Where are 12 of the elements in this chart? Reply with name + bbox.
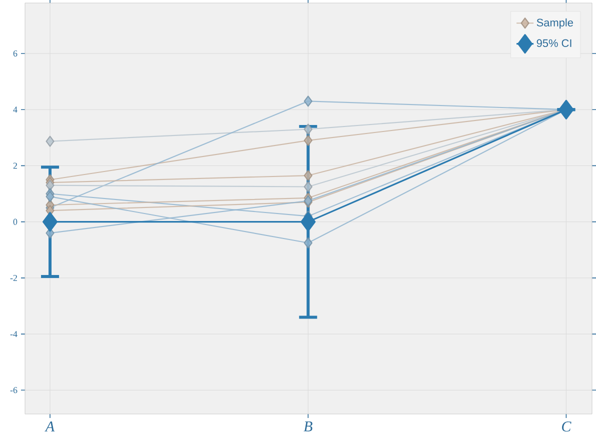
legend-label: Sample (536, 18, 573, 29)
y-tick-label: 0 (13, 218, 18, 225)
y-tick-label: 2 (13, 162, 17, 169)
y-tick-label: 6 (13, 50, 18, 57)
x-tick-label: B (304, 422, 312, 432)
legend-label: 95% CI (536, 39, 572, 48)
y-tick-label: -4 (10, 331, 18, 337)
x-tick-label: A (44, 422, 55, 432)
y-tick-label: 4 (13, 106, 18, 113)
x-tick-label: C (562, 422, 572, 432)
y-tick-label: -2 (10, 274, 17, 281)
y-tick-label: -6 (10, 387, 18, 394)
